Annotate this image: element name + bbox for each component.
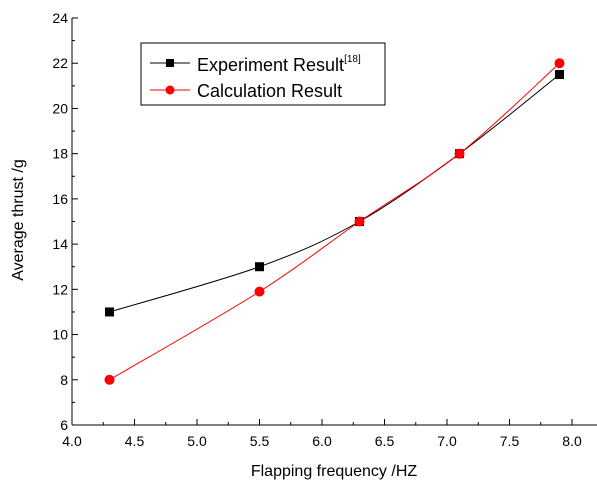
series-line-calculation-result — [109, 62, 560, 381]
x-tick-label: 7.5 — [500, 433, 520, 449]
data-point-experiment-result — [255, 262, 264, 272]
y-tick-label: 20 — [52, 100, 68, 116]
series-line-experiment-result — [109, 74, 560, 313]
data-point-experiment-result — [105, 307, 114, 317]
y-tick-label: 10 — [52, 327, 68, 343]
legend-box — [140, 42, 386, 106]
data-point-calculation-result — [254, 286, 265, 297]
legend-label-calculation: Calculation Result — [197, 81, 342, 101]
data-point-calculation-result — [104, 374, 115, 385]
x-tick-label: 6.0 — [312, 433, 332, 449]
y-tick-label: 12 — [52, 281, 68, 297]
x-tick-label: 8.0 — [562, 433, 582, 449]
data-point-calculation-result — [354, 216, 365, 227]
y-tick-label: 22 — [52, 55, 68, 71]
axes: 4.0 4.5 5.0 5.5 6.0 6.5 7.0 7.5 8.0 6 8 10 12 14 16 18 2… — [52, 10, 597, 449]
legend-superscript-experiment: [18] — [344, 54, 361, 65]
y-tick-label: 18 — [52, 146, 68, 162]
y-tick-label: 6 — [60, 417, 68, 433]
legend: Experiment Result[18] Calculation Result — [140, 42, 386, 106]
x-tick-label: 7.0 — [437, 433, 457, 449]
y-tick-label: 24 — [52, 10, 68, 26]
x-axis-label: Flapping frequency /HZ — [251, 463, 418, 480]
x-tick-label: 5.5 — [250, 433, 270, 449]
data-point-calculation-result — [554, 58, 565, 69]
legend-label-experiment: Experiment Result[18] — [197, 54, 361, 75]
legend-marker-calculation — [165, 85, 175, 95]
y-axis-label: Average thrust /g — [10, 159, 27, 281]
y-tick-label: 14 — [52, 236, 68, 252]
x-tick-label: 6.5 — [375, 433, 395, 449]
series-layer — [104, 58, 565, 385]
x-tick-label: 4.0 — [62, 433, 82, 449]
x-tick-label: 4.5 — [125, 433, 145, 449]
x-tick-label: 5.0 — [187, 433, 207, 449]
data-point-calculation-result — [454, 148, 465, 159]
data-point-experiment-result — [555, 70, 564, 80]
y-tick-label: 8 — [60, 372, 68, 388]
y-tick-label: 16 — [52, 191, 68, 207]
legend-marker-experiment — [166, 59, 174, 67]
